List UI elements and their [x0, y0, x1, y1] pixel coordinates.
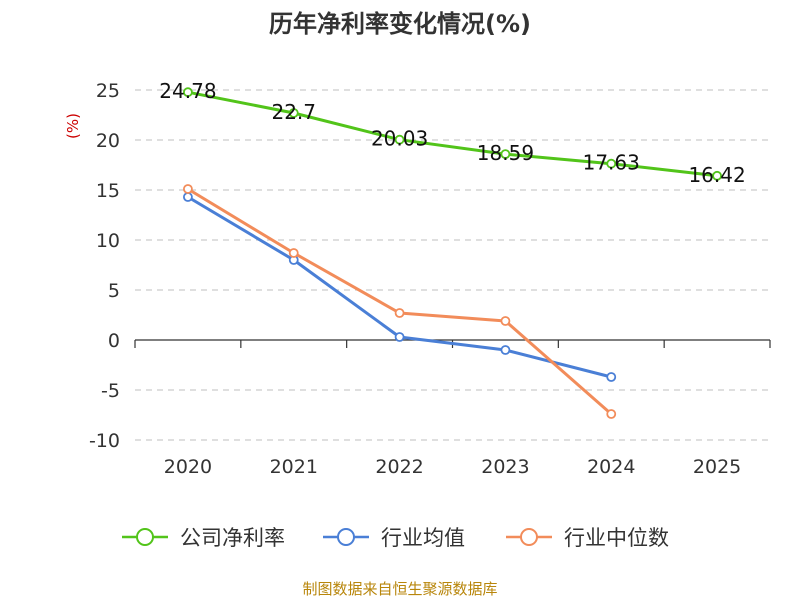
x-tick-label: 2024 — [587, 456, 635, 478]
data-point — [183, 184, 193, 194]
y-tick-labels: 25 20 15 10 5 0 -5 -10 — [89, 80, 120, 452]
legend-entry-label: 公司净利率 — [180, 526, 285, 550]
data-point — [606, 409, 617, 419]
data-point — [288, 248, 299, 258]
data-point — [288, 108, 299, 118]
y-tick-label: 15 — [96, 180, 120, 202]
legend-swatch-marker — [136, 528, 154, 546]
series-layer — [183, 87, 722, 419]
series-line-0 — [187, 90, 718, 178]
x-axis: 2020 2021 2022 2023 2024 2025 — [134, 339, 771, 478]
data-label: 16.42 — [688, 163, 745, 187]
y-tick-label: -5 — [101, 380, 120, 402]
data-point — [606, 158, 617, 169]
data-point — [500, 149, 511, 160]
legend-swatch-marker — [337, 528, 355, 546]
y-axis-label: (%) — [64, 113, 82, 139]
data-labels: 24.78 22.7 20.03 18.59 17.63 16.42 — [159, 79, 745, 187]
series-line-2 — [187, 187, 613, 416]
data-point — [500, 345, 511, 355]
y-tick-label: 25 — [96, 80, 120, 102]
series-line-1 — [187, 195, 612, 379]
data-point — [606, 372, 617, 382]
legend-entry-label: 行业中位数 — [564, 526, 669, 550]
data-label: 20.03 — [371, 127, 428, 151]
data-point — [712, 170, 722, 181]
y-tick-label: 0 — [108, 330, 120, 352]
x-tick-label: 2021 — [270, 456, 318, 478]
data-label: 22.7 — [271, 100, 316, 124]
x-tick-label: 2025 — [693, 456, 741, 478]
data-point — [500, 316, 511, 326]
data-label: 24.78 — [159, 79, 216, 103]
data-point — [394, 308, 405, 318]
x-tick-label: 2020 — [164, 456, 212, 478]
legend-swatch-marker — [520, 528, 538, 546]
chart-title: 历年净利率变化情况(%) — [269, 10, 531, 38]
source-note: 制图数据来自恒生聚源数据库 — [302, 580, 497, 598]
legend-entry-label: 行业均值 — [381, 526, 465, 550]
data-point — [183, 192, 193, 202]
data-point — [394, 332, 405, 342]
data-label: 18.59 — [477, 141, 534, 165]
grid-lines — [135, 89, 770, 441]
data-point — [183, 87, 193, 98]
y-tick-label: 20 — [96, 130, 120, 152]
data-label: 17.63 — [583, 151, 640, 175]
y-tick-label: -10 — [89, 430, 120, 452]
data-point — [394, 134, 405, 145]
legend: 公司净利率 行业均值 行业中位数 — [122, 526, 669, 550]
y-tick-label: 10 — [96, 230, 120, 252]
x-tick-label: 2022 — [375, 456, 423, 478]
y-tick-label: 5 — [108, 280, 120, 302]
x-tick-label: 2023 — [481, 456, 529, 478]
